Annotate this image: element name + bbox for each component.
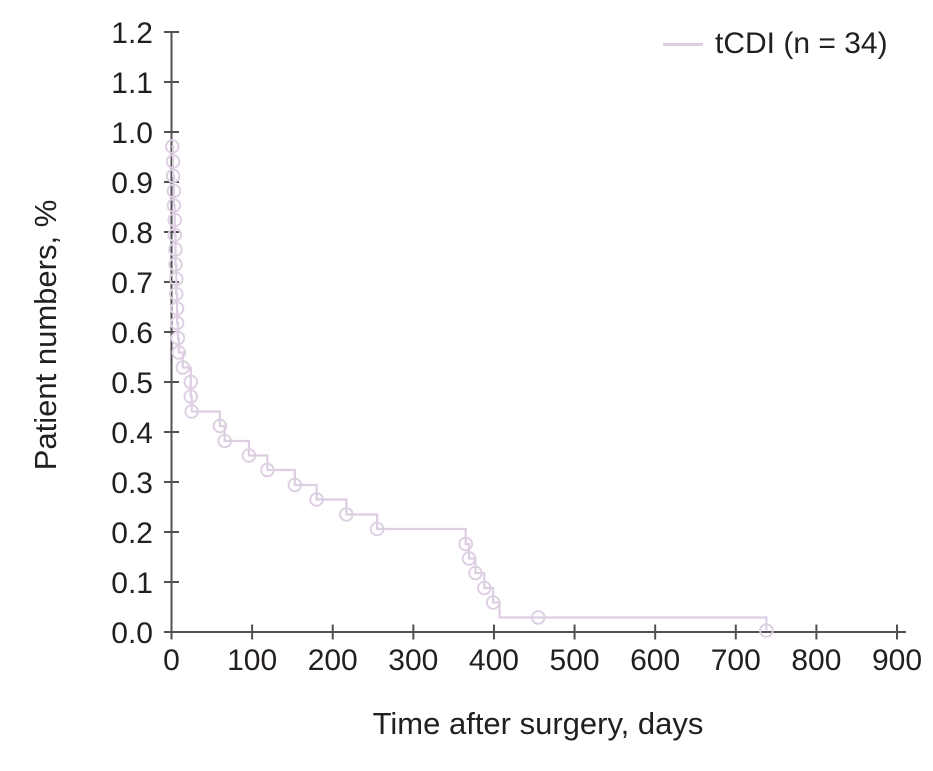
y-tick-label: 0.8 [111,217,153,250]
x-tick-label: 400 [469,644,519,677]
survival-step-curve [171,145,768,631]
y-tick-label: 0.2 [111,517,153,550]
legend-label: tCDI (n = 34) [715,27,888,60]
event-marker [183,389,199,404]
y-tick-label: 0.7 [111,267,153,300]
y-tick-label: 0.3 [111,467,153,500]
event-marker [167,212,182,228]
x-tick-label: 500 [550,644,600,677]
event-marker [167,227,182,243]
event-marker [165,168,181,184]
legend: tCDI (n = 34) [663,26,888,62]
event-marker [485,595,501,610]
event-marker [169,271,184,287]
x-tick-label: 100 [227,644,277,677]
y-tick-label: 0.5 [111,367,153,400]
event-marker [168,257,183,272]
y-tick-label: 1.1 [111,67,153,100]
x-tick-label: 700 [711,644,761,677]
y-axis-title: Patient numbers, % [28,199,63,471]
event-marker [170,330,186,346]
event-marker [184,404,199,419]
event-marker [477,580,492,596]
event-marker [171,345,187,360]
event-marker [468,565,483,581]
event-marker [169,286,184,302]
event-marker [339,507,354,522]
legend-line-swatch [663,42,703,46]
y-tick-label: 0.0 [111,617,153,650]
event-marker [217,433,232,449]
event-marker [183,374,199,390]
event-marker [169,301,185,316]
x-tick-label: 900 [872,644,922,677]
x-tick-label: 0 [163,644,180,677]
event-marker [458,536,473,552]
x-tick-label: 800 [791,644,841,677]
event-marker [461,551,477,566]
censor-marker [531,610,546,625]
x-tick-label: 600 [630,644,680,677]
event-marker [260,462,275,478]
event-marker [166,183,182,199]
event-marker [168,242,183,257]
y-tick-label: 0.4 [111,417,153,450]
event-marker [241,448,257,463]
event-marker [175,360,191,375]
event-marker [165,139,180,154]
x-tick-label: 300 [388,644,438,677]
y-tick-label: 0.9 [111,167,153,200]
event-marker [212,418,228,434]
event-marker [369,521,385,537]
y-tick-label: 1.0 [111,117,153,150]
event-marker [287,477,303,493]
event-marker [165,154,181,169]
event-marker [166,198,182,213]
event-marker [309,492,324,507]
x-axis-title: Time after surgery, days [372,706,704,741]
x-tick-label: 200 [308,644,358,677]
y-tick-label: 0.1 [111,567,153,600]
event-marker [169,315,185,331]
y-tick-label: 0.6 [111,317,153,350]
event-marker [759,623,774,638]
y-tick-label: 1.2 [111,17,153,50]
